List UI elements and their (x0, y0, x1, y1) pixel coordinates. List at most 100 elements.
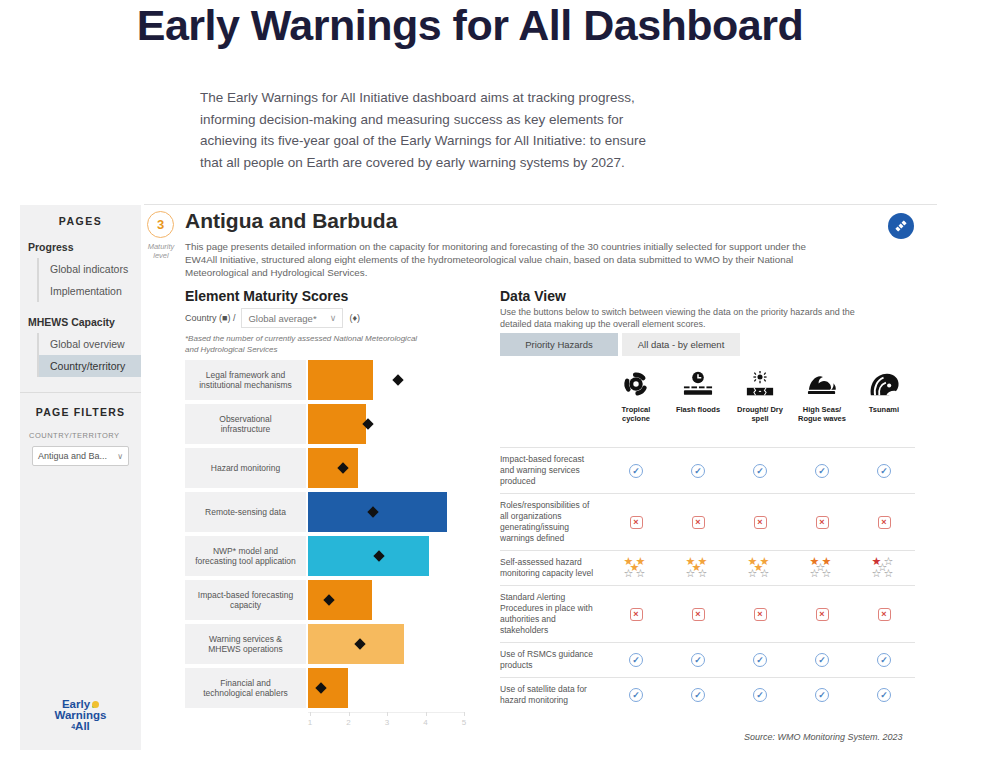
chart-bar[interactable] (308, 668, 348, 708)
satellite-icon[interactable] (888, 213, 914, 239)
table-cell: × (853, 516, 915, 529)
table-row-roles-responsibilities-of-all-: Roles/responsibilities of all organizati… (500, 493, 915, 550)
table-row-standard-alerting-procedures-i: Standard Alerting Procedures in place wi… (500, 585, 915, 642)
country-filter-label: COUNTRY/TERRITORY (29, 431, 141, 440)
sidebar-group-items: Global overviewCountry/territory (37, 333, 141, 377)
chart-bar[interactable] (308, 360, 373, 400)
check-icon: ✓ (629, 688, 643, 702)
chart-bar[interactable] (308, 448, 358, 488)
chart-bar-area (306, 536, 485, 576)
button-priority-hazards[interactable]: Priority Hazards (500, 333, 618, 356)
chart-row-observational-infrastructure: Observational infrastructure (185, 404, 485, 444)
hazard-column-high-seas-rogue-waves: High Seas/ Rogue waves (791, 366, 853, 423)
table-cell: × (667, 516, 729, 529)
check-icon: ✓ (629, 653, 643, 667)
table-cell: × (791, 516, 853, 529)
hazard-column-flash-floods: Flash floods (667, 366, 729, 423)
chart-control-suffix: (♦) (349, 313, 360, 323)
star-outline-icon: ☆ (686, 568, 696, 579)
table-row-label: Use of RSMCs guidance products (500, 643, 605, 677)
chevron-down-icon: ∨ (330, 313, 337, 323)
table-cell: ✓ (791, 464, 853, 478)
axis-tick-label: 2 (346, 718, 350, 727)
global-average-marker (393, 374, 404, 385)
button-all-data-by-element[interactable]: All data - by element (622, 333, 740, 356)
sidebar-group-progress: Progress (28, 241, 141, 253)
star-outline-icon: ☆ (636, 568, 646, 579)
star-rating-2: ★★☆☆☆ (809, 556, 836, 581)
table-cell: ✓ (729, 464, 791, 478)
chart-bar[interactable] (308, 580, 372, 620)
table-row-use-of-rsmcs-guidance-products: Use of RSMCs guidance products✓✓✓✓✓ (500, 642, 915, 677)
country-filter-value: Antigua and Ba... (38, 451, 107, 461)
sidebar-item-country-territory[interactable]: Country/territory (39, 355, 141, 377)
table-cell: × (853, 608, 915, 621)
table-cell: ✓ (667, 653, 729, 667)
cross-icon: × (878, 516, 891, 529)
check-icon: ✓ (691, 653, 705, 667)
hazard-column-tropical-cyclone: Tropical cyclone (605, 366, 667, 423)
sidebar-item-implementation[interactable]: Implementation (39, 280, 141, 302)
cross-icon: × (816, 608, 829, 621)
table-cell: ✓ (605, 653, 667, 667)
cyclone-icon (621, 366, 651, 400)
chart-row-legal-framework-and-institutional-mechanisms: Legal framework and institutional mechan… (185, 360, 485, 400)
chart-bar-area (306, 624, 485, 664)
table-cell: ★★★☆☆ (729, 556, 791, 581)
chart-control-prefix: Country (■) / (185, 313, 235, 323)
maturity-level-label: Maturity level (139, 243, 183, 260)
chart-bar[interactable] (308, 404, 366, 444)
sidebar: PAGES ProgressGlobal indicatorsImplement… (20, 205, 141, 750)
table-cell: ✓ (853, 464, 915, 478)
star-outline-icon: ☆ (810, 568, 820, 579)
axis-tick (464, 712, 465, 716)
chart-bar-area (306, 404, 485, 444)
table-cell: × (729, 516, 791, 529)
sidebar-item-global-overview[interactable]: Global overview (39, 333, 141, 355)
table-row-label: Self-assessed hazard monitoring capacity… (500, 551, 605, 585)
chart-bar[interactable] (308, 536, 429, 576)
chart-row-label: Warning services & MHEWS operations (185, 624, 306, 664)
cross-icon: × (754, 516, 767, 529)
data-view-buttons: Priority HazardsAll data - by element (500, 333, 744, 356)
star-outline-icon: ☆ (822, 568, 832, 579)
table-cell: ✓ (729, 653, 791, 667)
table-row-label: Use of satellite data for hazard monitor… (500, 678, 605, 712)
table-cell: ✓ (667, 688, 729, 702)
chart-footnote: *Based the number of currently assessed … (185, 334, 485, 355)
table-row-label: Standard Alerting Procedures in place wi… (500, 586, 605, 642)
check-icon: ✓ (691, 688, 705, 702)
check-icon: ✓ (691, 464, 705, 478)
star-outline-icon: ☆ (698, 568, 708, 579)
check-icon: ✓ (877, 688, 891, 702)
table-cell: ✓ (791, 653, 853, 667)
table-row-use-of-satellite-data-for-haza: Use of satellite data for hazard monitor… (500, 677, 915, 712)
table-cell: ✓ (791, 688, 853, 702)
cross-icon: × (692, 516, 705, 529)
table-row-impact-based-forecast-and-warn: Impact-based forecast and warning servic… (500, 447, 915, 493)
comparison-dropdown[interactable]: Global average* ∨ (241, 308, 343, 328)
sidebar-item-global-indicators[interactable]: Global indicators (39, 258, 141, 280)
chart-row-impact-based-forecasting-capacity: Impact-based forecasting capacity (185, 580, 485, 620)
maturity-level-badge: 3 (147, 211, 174, 238)
star-rating-3: ★★★☆☆ (747, 556, 774, 581)
intro-paragraph: The Early Warnings for All Initiative da… (200, 87, 748, 173)
axis-tick (387, 712, 388, 716)
comparison-dropdown-value: Global average* (248, 313, 316, 324)
chart-row-label: NWP* model and forecasting tool applicat… (185, 536, 306, 576)
axis-tick (310, 712, 311, 716)
country-filter-dropdown[interactable]: Antigua and Ba... ∨ (32, 446, 129, 466)
table-cell: ★★☆☆☆ (791, 556, 853, 581)
chart-controls: Country (■) / Global average* ∨ (♦) (185, 308, 360, 328)
chart-bar-area (306, 580, 485, 620)
star-outline-icon: ☆ (872, 568, 882, 579)
check-icon: ✓ (753, 688, 767, 702)
chart-x-axis: 12345 (308, 710, 468, 730)
sun-icon (92, 701, 99, 708)
data-view-title: Data View (500, 288, 566, 304)
table-cell: × (791, 608, 853, 621)
cross-icon: × (754, 608, 767, 621)
page-title: Early Warnings for All Dashboard (0, 1, 940, 50)
hazard-label: Tsunami (869, 405, 899, 414)
table-cell: × (729, 608, 791, 621)
